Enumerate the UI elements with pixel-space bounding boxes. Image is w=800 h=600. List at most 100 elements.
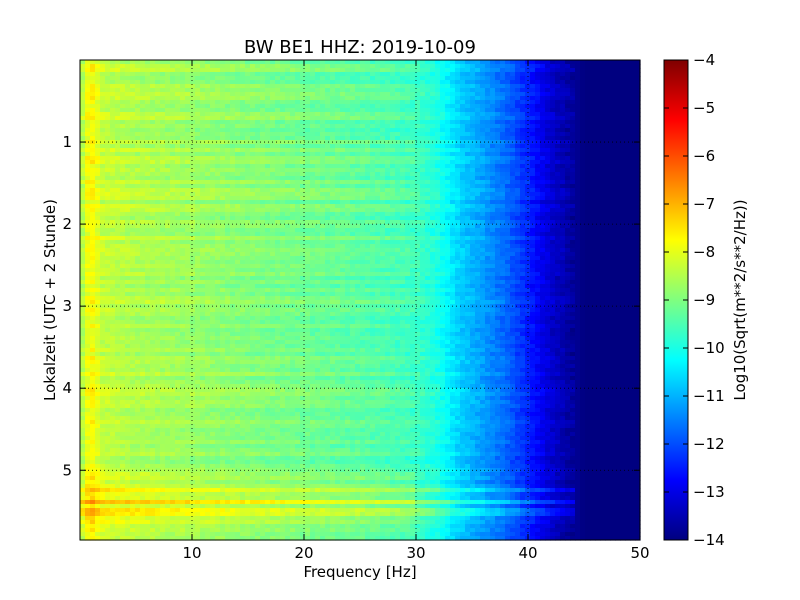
heatmap-cell [345,68,351,73]
heatmap-cell [615,196,621,201]
heatmap-cell [315,156,321,161]
heatmap-cell [495,124,501,129]
heatmap-cell [570,212,576,217]
heatmap-cell [575,128,581,133]
heatmap-cell [335,236,341,241]
heatmap-cell [270,112,276,117]
heatmap-cell [485,208,491,213]
heatmap-cell [430,180,436,185]
heatmap-cell [365,232,371,237]
heatmap-cell [125,168,131,173]
heatmap-cell [140,236,146,241]
heatmap-cell [205,120,211,125]
heatmap-cell [300,96,306,101]
heatmap-cell [395,148,401,153]
heatmap-cell [320,232,326,237]
heatmap-cell [435,116,441,121]
heatmap-cell [545,72,551,77]
heatmap-cell [525,76,531,81]
heatmap-cell [555,216,561,221]
heatmap-cell [125,172,131,177]
heatmap-cell [315,180,321,185]
heatmap-cell [265,84,271,89]
heatmap-cell [150,236,156,241]
heatmap-cell [335,76,341,81]
heatmap-cell [350,196,356,201]
heatmap-cell [585,192,591,197]
heatmap-cell [475,220,481,225]
heatmap-cell [140,108,146,113]
heatmap-cell [350,152,356,157]
heatmap-cell [490,180,496,185]
heatmap-cell [540,84,546,89]
heatmap-cell [515,140,521,145]
heatmap-cell [180,64,186,69]
heatmap-cell [110,176,116,181]
heatmap-cell [235,76,241,81]
heatmap-cell [515,100,521,105]
heatmap-cell [500,140,506,145]
heatmap-cell [580,228,586,233]
heatmap-cell [545,140,551,145]
heatmap-cell [235,96,241,101]
heatmap-cell [270,208,276,213]
heatmap-cell [410,88,416,93]
heatmap-cell [425,88,431,93]
heatmap-cell [560,120,566,125]
heatmap-cell [410,188,416,193]
heatmap-cell [170,64,176,69]
heatmap-cell [580,220,586,225]
heatmap-cell [395,112,401,117]
heatmap-cell [245,148,251,153]
heatmap-cell [200,96,206,101]
heatmap-cell [210,120,216,125]
heatmap-cell [270,128,276,133]
heatmap-cell [395,228,401,233]
heatmap-cell [545,144,551,149]
heatmap-cell [245,128,251,133]
heatmap-cell [385,136,391,141]
heatmap-cell [280,176,286,181]
heatmap-cell [245,228,251,233]
heatmap-cell [505,112,511,117]
heatmap-cell [575,196,581,201]
heatmap-cell [230,128,236,133]
heatmap-cell [240,176,246,181]
heatmap-cell [550,172,556,177]
heatmap-cell [430,228,436,233]
heatmap-cell [130,144,136,149]
heatmap-cell [295,140,301,145]
heatmap-cell [255,196,261,201]
heatmap-cell [180,72,186,77]
heatmap-cell [595,200,601,205]
heatmap-cell [90,184,96,189]
heatmap-cell [265,232,271,237]
heatmap-cell [155,140,161,145]
heatmap-cell [310,188,316,193]
heatmap-cell [560,156,566,161]
heatmap-cell [500,208,506,213]
heatmap-cell [320,192,326,197]
heatmap-cell [175,144,181,149]
heatmap-cell [245,124,251,129]
heatmap-cell [580,108,586,113]
heatmap-cell [470,60,476,65]
heatmap-cell [470,132,476,137]
heatmap-cell [480,76,486,81]
heatmap-cell [285,192,291,197]
heatmap-cell [160,72,166,77]
heatmap-cell [250,216,256,221]
heatmap-cell [160,228,166,233]
heatmap-cell [555,92,561,97]
heatmap-cell [105,188,111,193]
heatmap-cell [385,76,391,81]
heatmap-cell [325,80,331,85]
heatmap-cell [585,136,591,141]
heatmap-cell [135,92,141,97]
heatmap-cell [105,196,111,201]
heatmap-cell [435,68,441,73]
heatmap-cell [625,148,631,153]
heatmap-cell [635,192,641,197]
heatmap-cell [130,84,136,89]
heatmap-cell [510,196,516,201]
